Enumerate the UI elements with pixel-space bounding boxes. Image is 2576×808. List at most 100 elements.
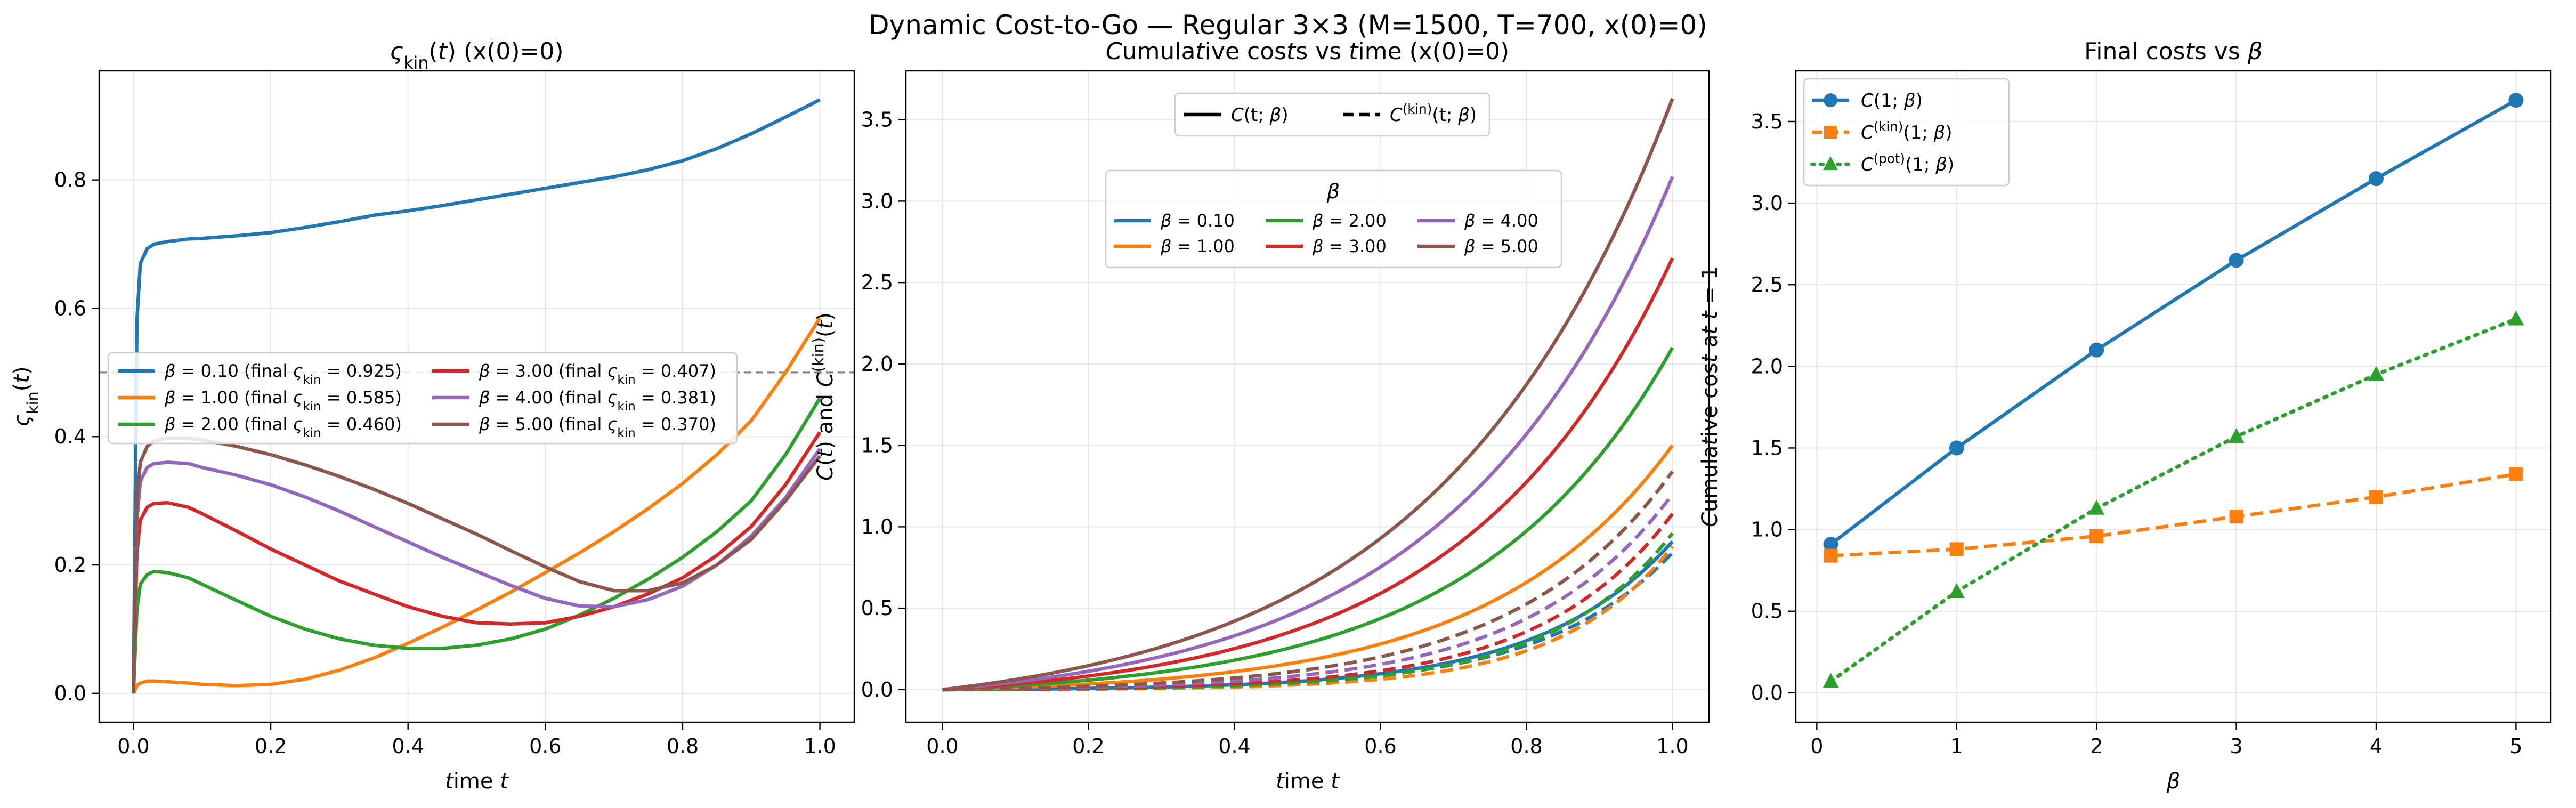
legend-label: β = 2.00 bbox=[1312, 211, 1387, 231]
legend-box bbox=[107, 352, 738, 445]
data-point bbox=[1948, 583, 1965, 598]
y-tick-label: 1.5 bbox=[861, 434, 893, 457]
x-axis-label: β bbox=[2166, 769, 2181, 794]
y-tick-label: 2.0 bbox=[1751, 354, 1783, 378]
legend-label: β = 2.00 (final ςkin = 0.460) bbox=[164, 414, 402, 440]
data-point bbox=[2229, 253, 2244, 268]
data-point bbox=[2369, 490, 2383, 504]
series-line--4-00-final-kin-0-381- bbox=[132, 448, 822, 693]
data-point bbox=[2368, 366, 2384, 381]
y-tick-label: 3.5 bbox=[1751, 110, 1783, 133]
legend-label: β = 4.00 bbox=[1464, 211, 1538, 231]
series-line-c-kin-t-3-00- bbox=[942, 513, 1674, 692]
series-line--0-10-final-kin-0-925- bbox=[132, 98, 821, 693]
x-axis-label: time t bbox=[445, 769, 509, 794]
legend-title: β bbox=[1326, 180, 1340, 203]
x-tick-label: 0.8 bbox=[667, 734, 699, 758]
chart-title: Cumulative costs vs time (x(0)=0) bbox=[1106, 38, 1509, 65]
data-point bbox=[2508, 93, 2524, 108]
legend-label: β = 1.00 (final ςkin = 0.585) bbox=[164, 387, 402, 414]
legend-label: β = 1.00 bbox=[1160, 236, 1235, 256]
y-tick-label: 2.0 bbox=[861, 352, 893, 376]
data-point bbox=[2509, 467, 2523, 481]
legend-label: C(t; β) bbox=[1231, 104, 1289, 126]
legend-label: β = 5.00 (final ςkin = 0.370) bbox=[479, 414, 716, 440]
y-tick-label: 2.5 bbox=[861, 271, 893, 294]
legend-marker bbox=[1823, 156, 1838, 170]
series-line-c-kin-1- bbox=[1830, 472, 2516, 557]
data-point bbox=[2088, 499, 2105, 515]
y-tick-label: 1.0 bbox=[861, 515, 893, 538]
y-tick-label: 1.0 bbox=[1751, 518, 1783, 542]
x-tick-label: 5 bbox=[2509, 734, 2522, 758]
legend-marker bbox=[1824, 93, 1837, 107]
y-axis-label: ςkin(t) bbox=[10, 366, 42, 426]
axes-frame bbox=[1795, 70, 2552, 723]
y-tick-label: 3.5 bbox=[861, 108, 893, 132]
data-point bbox=[2368, 171, 2384, 187]
axes-frame bbox=[98, 70, 855, 723]
series-line-c-t-1-00- bbox=[942, 444, 1674, 692]
y-tick-label: 0.5 bbox=[1751, 600, 1783, 623]
axes-frame bbox=[905, 70, 1710, 723]
style-legend-box bbox=[1174, 92, 1490, 137]
plot-area bbox=[1829, 99, 2518, 683]
y-tick-label: 2.5 bbox=[1751, 273, 1783, 296]
series-line-c-t-5-00- bbox=[942, 98, 1674, 692]
x-tick-label: 4 bbox=[2370, 734, 2383, 758]
x-tick-label: 2 bbox=[2090, 734, 2103, 758]
color-legend-box bbox=[1105, 169, 1562, 269]
x-axis-label: time t bbox=[1276, 769, 1340, 794]
legend-label: C(pot)(1; β) bbox=[1861, 151, 1954, 176]
legend-label: C(1; β) bbox=[1861, 90, 1923, 111]
series-line-c-t-2-00- bbox=[942, 346, 1674, 692]
legend-label: β = 5.00 bbox=[1464, 236, 1538, 256]
y-tick-label: 0.0 bbox=[54, 682, 86, 705]
data-point bbox=[2228, 428, 2245, 443]
x-tick-label: 0 bbox=[1810, 734, 1823, 758]
data-point bbox=[1949, 440, 1964, 456]
series-line--3-00-final-kin-0-407- bbox=[132, 431, 822, 693]
x-tick-label: 1.0 bbox=[804, 734, 836, 758]
x-tick-label: 0.6 bbox=[529, 734, 561, 758]
x-tick-label: 3 bbox=[2230, 734, 2242, 758]
y-tick-label: 0.6 bbox=[54, 296, 86, 320]
chart-panel-3: 0 1 2 3 4 5 0.0 0.5 1.0 1.5 2.0 2.5 3.0 3.5 Final cost… bbox=[1698, 38, 2552, 794]
chart-title: Final costs vs β bbox=[2084, 38, 2263, 65]
chart-panel-1: 0.0 0.2 0.4 0.6 0.8 1.0 0.0 0.2 0.4 0.6 0.8 ςkin(t)… bbox=[10, 38, 855, 794]
x-tick-label: 0.0 bbox=[117, 734, 149, 758]
x-tick-label: 1.0 bbox=[1656, 734, 1688, 758]
data-point bbox=[1822, 673, 1839, 688]
series-line-c-1- bbox=[1829, 99, 2517, 546]
legend-label: β = 0.10 (final ςkin = 0.925) bbox=[164, 361, 402, 387]
legend-box bbox=[1803, 78, 2010, 187]
chart-panel-2: 0.0 0.2 0.4 0.6 0.8 1.0 0.0 0.5 1.0 1.5 2.0 2.5 3.0 3… bbox=[809, 38, 1710, 794]
x-tick-label: 0.6 bbox=[1364, 734, 1396, 758]
y-axis-label: C(t) and C(kin)(t) bbox=[809, 312, 838, 481]
y-tick-label: 0.2 bbox=[54, 553, 86, 577]
series-line-c-kin-t-5-00- bbox=[942, 470, 1674, 692]
series-line-c-t-0-10- bbox=[942, 540, 1674, 692]
data-point bbox=[1823, 537, 1838, 552]
x-tick-label: 0.4 bbox=[1218, 734, 1250, 758]
series-line-c-pot-1- bbox=[1829, 317, 2518, 683]
y-tick-label: 1.5 bbox=[1751, 436, 1783, 459]
y-tick-label: 3.0 bbox=[1751, 191, 1783, 215]
y-tick-label: 0.8 bbox=[54, 168, 86, 192]
x-tick-label: 0.2 bbox=[255, 734, 287, 758]
x-tick-label: 0.2 bbox=[1072, 734, 1104, 758]
legend-marker bbox=[1824, 126, 1837, 139]
y-tick-label: 0.0 bbox=[1751, 681, 1783, 705]
data-point bbox=[2229, 510, 2243, 524]
y-tick-label: 0.4 bbox=[54, 425, 86, 448]
legend-label: C(kin)(t; β) bbox=[1390, 101, 1477, 126]
x-tick-label: 0.0 bbox=[926, 734, 958, 758]
chart-title: ςkin(t) (x(0)=0) bbox=[390, 38, 563, 73]
legend-label: C(kin)(1; β) bbox=[1861, 119, 1952, 144]
x-tick-label: 0.8 bbox=[1510, 734, 1542, 758]
legend-label: β = 0.10 bbox=[1160, 211, 1235, 231]
legend-label: β = 3.00 (final ςkin = 0.407) bbox=[479, 361, 716, 387]
series-line--2-00-final-kin-0-460- bbox=[132, 397, 822, 693]
data-point bbox=[2508, 310, 2524, 326]
data-point bbox=[1949, 542, 1964, 556]
